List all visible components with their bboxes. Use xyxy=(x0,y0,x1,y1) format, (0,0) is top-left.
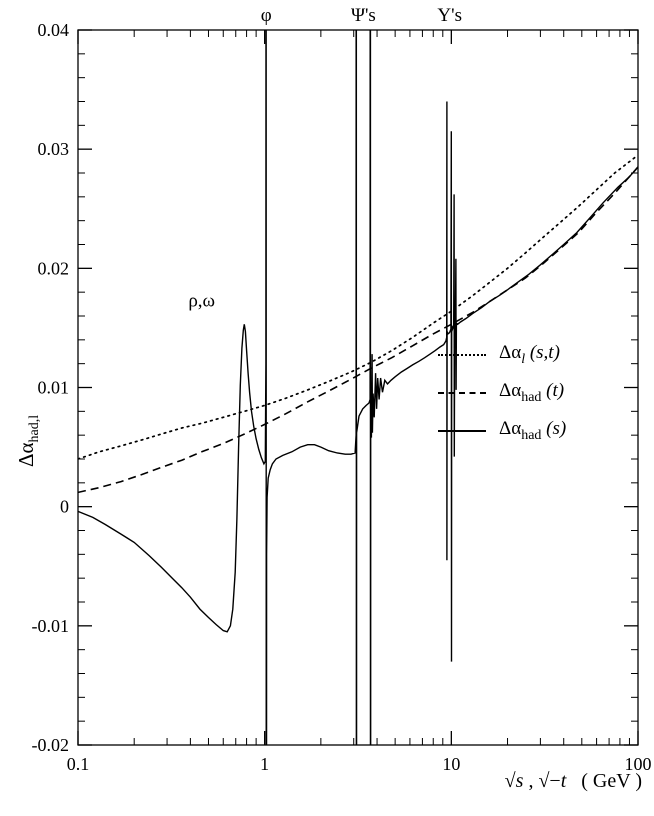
x-axis-unit: ( GeV ) xyxy=(566,770,642,792)
y-tick-label: -0.01 xyxy=(32,616,70,636)
x-axis-label: √s , √−t ( GeV ) xyxy=(505,770,642,793)
series-delta-alpha-had-s xyxy=(78,30,638,745)
y-tick-label: 0 xyxy=(60,497,69,517)
series-delta-alpha-lepton-st xyxy=(78,154,638,460)
y-tick-label: 0.03 xyxy=(38,139,70,159)
x-axis-var-s: s xyxy=(515,770,524,792)
resonance-label: φ xyxy=(261,5,272,26)
legend-item-lepton: Δαl (s,t) xyxy=(438,336,566,374)
plot-frame xyxy=(77,29,639,746)
axis-tick-labels: -0.02 -0.01 0 0.01 0.02 0.03 0.04 0.1 1 10 100 φ Ψ's… xyxy=(32,5,652,774)
y-tick-label: 0.04 xyxy=(38,20,70,40)
x-tick-label: 100 xyxy=(625,754,652,774)
y-axis-label-main: Δα xyxy=(14,442,38,467)
y-tick-label: -0.02 xyxy=(32,735,70,755)
dotted-line-sample xyxy=(438,354,486,356)
x-tick-label: 1 xyxy=(260,754,269,774)
solid-line-sample xyxy=(438,430,486,432)
x-axis-var-t: t xyxy=(560,770,567,792)
curve-annotation: ρ,ω xyxy=(188,290,215,311)
legend-item-had-t: Δαhad (t) xyxy=(438,374,566,412)
y-tick-label: 0.01 xyxy=(38,378,70,398)
y-tick-label: 0.02 xyxy=(38,258,70,278)
dashed-line-sample xyxy=(438,392,486,394)
legend: Δαl (s,t) Δαhad (t) Δαhad (s) xyxy=(438,336,566,450)
x-tick-label: 0.1 xyxy=(67,754,90,774)
legend-label: Δαhad (s) xyxy=(499,418,567,443)
x-axis-label-part: √ xyxy=(504,770,516,792)
y-axis-label-subscript: had,l xyxy=(27,414,42,443)
resonance-label: Υ's xyxy=(437,5,462,26)
x-tick-label: 10 xyxy=(442,754,460,774)
x-axis-label-part: , √− xyxy=(523,770,561,792)
series-group xyxy=(78,30,638,745)
legend-label: Δαl (s,t) xyxy=(499,342,560,367)
legend-item-had-s: Δαhad (s) xyxy=(438,412,566,450)
resonance-label: Ψ's xyxy=(351,5,376,26)
y-axis-label: Δαhad,l xyxy=(14,415,43,467)
legend-label: Δαhad (t) xyxy=(499,380,565,405)
